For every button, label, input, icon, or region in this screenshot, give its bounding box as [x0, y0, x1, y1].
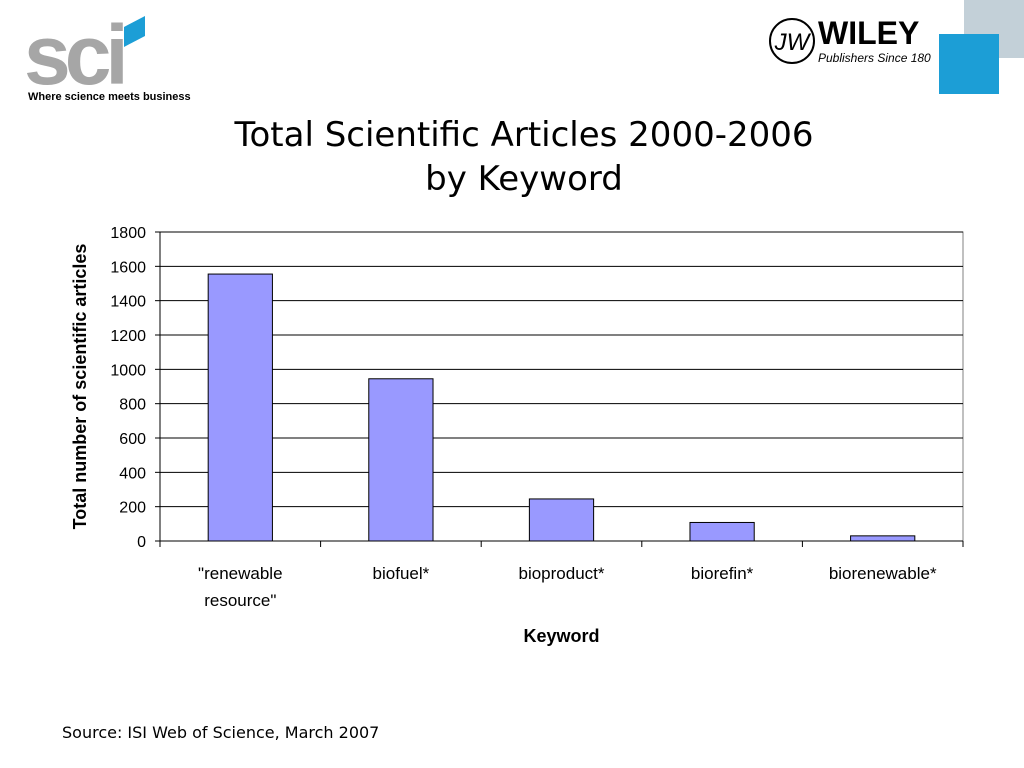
x-tick-label: "renewable — [198, 564, 282, 583]
x-tick-label: biorefin* — [691, 564, 754, 583]
x-tick-label: bioproduct* — [518, 564, 604, 583]
decorative-blue-square — [939, 34, 999, 94]
sci-logo-text: sci — [24, 14, 123, 102]
y-tick-label: 800 — [119, 397, 146, 414]
wiley-logo: JW WILEY Publishers Since 1807 — [769, 15, 931, 65]
x-tick-label: resource" — [204, 591, 276, 610]
wiley-tagline: Publishers Since 1807 — [818, 51, 931, 65]
title-line-1: Total Scientific Articles 2000-2006 — [234, 115, 814, 155]
sci-tagline: Where science meets business — [28, 91, 191, 103]
plot-area — [159, 231, 964, 542]
y-tick-label: 0 — [137, 534, 146, 551]
bar — [207, 273, 273, 542]
x-axis-label: Keyword — [523, 626, 599, 646]
wiley-emblem-icon — [769, 18, 815, 64]
y-tick-label: 600 — [119, 431, 146, 448]
y-tick-label: 400 — [119, 465, 146, 482]
bar — [528, 498, 595, 542]
y-tick-label: 1400 — [110, 294, 146, 311]
svg-text:JW: JW — [774, 29, 812, 56]
bar — [850, 535, 916, 542]
bar — [368, 378, 434, 542]
sci-logo-accent — [124, 16, 145, 47]
y-tick-label: 1600 — [110, 259, 146, 276]
x-tick-label: biorenewable* — [829, 564, 937, 583]
source-note: Source: ISI Web of Science, March 2007 — [62, 723, 380, 742]
y-tick-label: 1800 — [110, 225, 146, 242]
title-line-2: by Keyword — [425, 159, 623, 199]
sci-logo: sci — [24, 14, 145, 102]
y-tick-label: 200 — [119, 500, 146, 517]
wiley-name: WILEY — [818, 15, 919, 51]
y-tick-label: 1200 — [110, 328, 146, 345]
x-tick-label: biofuel* — [373, 564, 430, 583]
y-axis-label: Total number of scientific articles — [70, 244, 90, 530]
bar — [689, 521, 755, 542]
slide-title: Total Scientific Articles 2000-2006 by K… — [0, 113, 1024, 201]
y-tick-label: 1000 — [110, 362, 146, 379]
bar-chart: 0 200 400 600 800 1000 1200 1400 1600 1800 "renewa… — [70, 225, 964, 646]
